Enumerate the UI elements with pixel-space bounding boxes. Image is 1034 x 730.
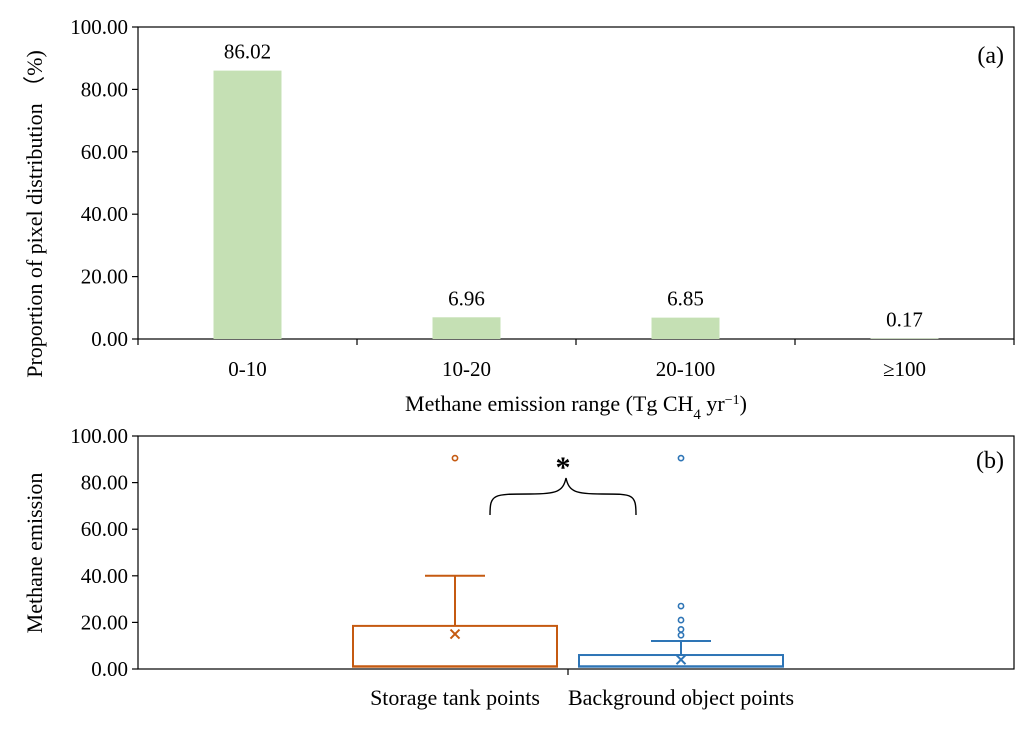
panel-label-b: (b) xyxy=(976,448,1004,474)
outlier-point xyxy=(677,631,685,639)
y-tick-label: 100.00 xyxy=(70,424,128,448)
y-tick-label: 100.00 xyxy=(70,15,128,39)
bar-value-label: 6.85 xyxy=(667,287,704,311)
y-axis-a: 0.00 20.00 40.00 60.00 80.00 100.00 xyxy=(70,15,138,351)
bar-value-label: 0.17 xyxy=(886,307,923,331)
box-plot-panel: 0.00 20.00 40.00 60.00 80.00 100.00 Storage t… xyxy=(22,424,1015,710)
plot-frame-b xyxy=(137,435,1015,670)
x-category-label: Background object points xyxy=(568,685,794,710)
box xyxy=(352,624,558,668)
bars: 86.02 6.96 6.85 0.17 xyxy=(213,40,939,339)
significance-marker: * xyxy=(556,451,571,484)
bar xyxy=(432,317,501,339)
bar-chart-panel: 0.00 20.00 40.00 60.00 80.00 100.00 86.02 6.96… xyxy=(22,15,1015,423)
bar xyxy=(213,70,282,339)
bar-value-label: 6.96 xyxy=(448,286,485,310)
outlier-point xyxy=(677,625,685,633)
x-category-label: Storage tank points xyxy=(370,685,540,710)
x-tick-label: 20-100 xyxy=(656,357,716,381)
mean-marker xyxy=(675,654,687,665)
outlier-point xyxy=(451,454,459,462)
x-axis-b: Storage tank points Background object poi… xyxy=(370,669,794,710)
bar-value-label: 86.02 xyxy=(224,40,271,64)
y-axis-b: 0.00 20.00 40.00 60.00 80.00 100.00 xyxy=(70,424,138,681)
x-tick-label: ≥100 xyxy=(883,357,926,381)
panel-label-a: (a) xyxy=(977,43,1004,69)
x-axis-title-a: Methane emission range (Tg CH4 yr−1) xyxy=(405,391,747,423)
y-tick-label: 40.00 xyxy=(81,202,128,226)
y-tick-label: 0.00 xyxy=(91,657,128,681)
y-axis-title-a: Proportion of pixel distribution （%) xyxy=(22,50,47,378)
box-group xyxy=(578,454,784,668)
bar xyxy=(870,338,939,339)
significance-bracket xyxy=(489,477,637,516)
boxes xyxy=(352,454,784,668)
y-tick-label: 80.00 xyxy=(81,77,128,101)
y-tick-label: 80.00 xyxy=(81,471,128,495)
y-tick-label: 0.00 xyxy=(91,327,128,351)
y-tick-label: 40.00 xyxy=(81,564,128,588)
y-tick-label: 60.00 xyxy=(81,140,128,164)
outlier-point xyxy=(677,602,685,610)
bar xyxy=(651,317,720,339)
y-tick-label: 60.00 xyxy=(81,517,128,541)
y-axis-title-b: Methane emission xyxy=(22,473,47,634)
mean-marker xyxy=(449,628,461,640)
outlier-point xyxy=(677,454,685,462)
outlier-point xyxy=(677,616,685,624)
x-tick-label: 0-10 xyxy=(228,357,267,381)
y-tick-label: 20.00 xyxy=(81,610,128,634)
x-axis-a: 0-10 10-20 20-100 ≥100 xyxy=(137,339,1015,381)
box-group xyxy=(352,454,558,668)
x-tick-label: 10-20 xyxy=(442,357,491,381)
y-tick-label: 20.00 xyxy=(81,265,128,289)
